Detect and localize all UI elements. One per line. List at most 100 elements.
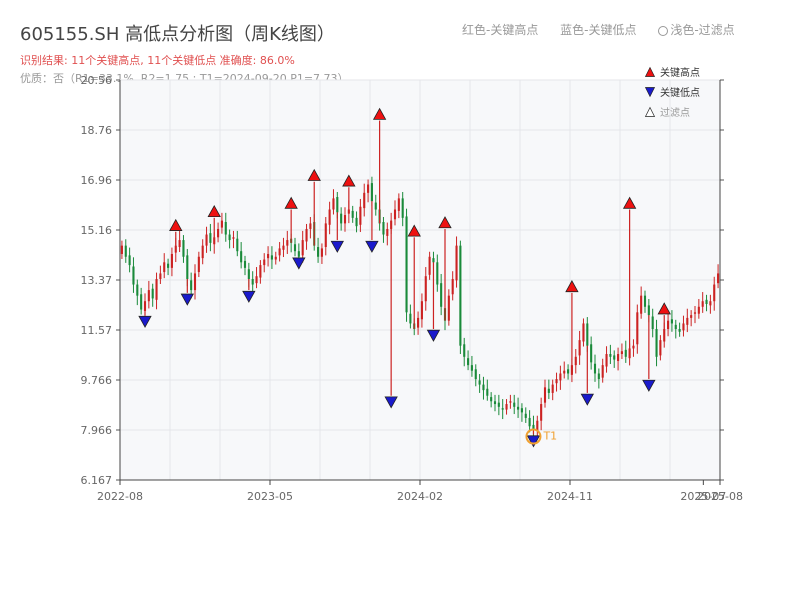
candle-body (243, 260, 247, 268)
candle-body (628, 348, 631, 359)
x-tick-label: 2022-08 (97, 490, 143, 503)
candle-body (690, 315, 693, 318)
candle-body (682, 323, 685, 331)
y-tick-label: 16.96 (81, 174, 113, 187)
candle-body (524, 413, 527, 418)
candle-body (163, 262, 166, 273)
candle-body (340, 213, 343, 224)
candle-body (405, 216, 408, 313)
candle-body (574, 356, 577, 366)
candle-body (547, 388, 550, 393)
x-tick-label: 2023-05 (247, 490, 293, 503)
candle-body (424, 276, 427, 302)
candle-body (543, 387, 547, 403)
candle-body (328, 209, 331, 225)
candle-body (263, 259, 266, 266)
candle-body (513, 402, 516, 407)
candle-body (651, 316, 654, 330)
y-tick-label: 18.76 (81, 124, 113, 137)
candle-body (674, 324, 677, 330)
candle-body (386, 228, 389, 236)
key-low-marker (242, 290, 256, 303)
candle-body (555, 379, 558, 384)
legend-high-icon (644, 66, 656, 77)
candle-body (597, 373, 600, 380)
candle-body (232, 237, 235, 239)
key-low-marker (642, 379, 656, 392)
candle-body (201, 245, 204, 259)
candle-body (186, 255, 189, 279)
key-high-marker (565, 280, 579, 293)
candle-body (436, 262, 439, 285)
candle-body (324, 223, 327, 248)
candle-body (409, 313, 412, 324)
key-high-marker (169, 218, 183, 231)
candle-body (355, 217, 358, 227)
candle-body (193, 273, 197, 291)
candle-body (447, 295, 450, 321)
candle-body (501, 408, 504, 410)
key-high-marker (284, 196, 298, 209)
candle-body (632, 345, 635, 349)
candle-body (478, 380, 481, 385)
candle-body (520, 408, 523, 413)
candle-body (267, 253, 270, 259)
candle-body (593, 363, 597, 374)
candle-body (178, 240, 181, 248)
t1-circle (525, 428, 542, 445)
candle-body (274, 256, 277, 260)
x-tick-label: 2024-11 (547, 490, 593, 503)
candle-body (505, 404, 508, 410)
candle-body (713, 284, 716, 302)
candle-body (309, 223, 312, 229)
candle-body (197, 256, 200, 273)
key-low-marker (330, 240, 344, 253)
candle-body (370, 183, 373, 202)
candle-body (536, 420, 539, 431)
legend-red-text: 红色-关键高点 (462, 23, 539, 37)
candle-body (582, 323, 585, 342)
page-title: 605155.SH 高低点分析图（周K线图） (20, 24, 335, 45)
candle-body (359, 206, 362, 225)
legend-blue-text: 蓝色-关键低点 (560, 23, 637, 37)
key-low-marker (180, 293, 194, 306)
candle-body (678, 329, 681, 332)
candle-body (467, 358, 470, 366)
candle-body (151, 288, 154, 299)
candle-body (167, 263, 170, 268)
candle-body (590, 344, 593, 363)
candle-body (517, 406, 520, 410)
candle-body (697, 306, 700, 314)
candle-body (428, 256, 431, 275)
x-tick-label: 2025-07 (680, 490, 726, 503)
candle-body (259, 265, 262, 278)
candle-body (343, 215, 347, 224)
candle-body (705, 299, 708, 304)
candle-body (647, 305, 650, 316)
candle-body (670, 319, 673, 324)
candle-body (278, 248, 281, 256)
candle-body (617, 354, 620, 361)
y-tick-label: 11.57 (81, 324, 113, 337)
key-high-marker (622, 196, 637, 209)
candle-body (282, 245, 285, 250)
candle-body (601, 365, 604, 378)
key-high-marker (438, 216, 452, 229)
candle-body (317, 247, 320, 257)
candle-body (140, 294, 143, 310)
candle-body (351, 210, 354, 218)
candle-body (455, 245, 458, 281)
candle-body (240, 251, 243, 263)
candle-body (640, 295, 643, 314)
candle-body (586, 323, 589, 346)
candle-body (482, 384, 485, 391)
candle-body (320, 248, 323, 257)
key-high-marker (342, 174, 356, 187)
candle-body (451, 278, 454, 295)
candle-body (155, 278, 158, 300)
result-summary: 识别结果: 11个关键高点, 11个关键低点 准确度: 86.0% (20, 54, 295, 67)
candle-body (659, 340, 662, 356)
candle-body (224, 222, 227, 235)
candle-body (297, 251, 300, 257)
candle-body (624, 349, 627, 357)
